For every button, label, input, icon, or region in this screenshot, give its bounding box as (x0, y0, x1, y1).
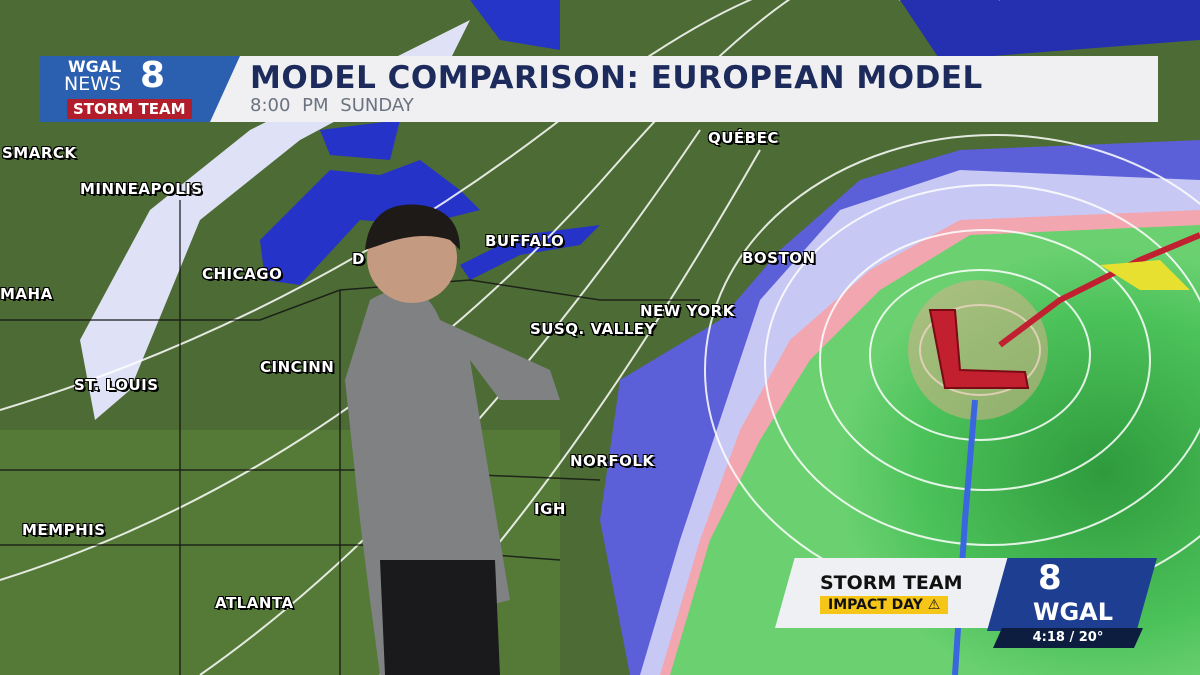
impact-day-label: IMPACT DAY (828, 597, 923, 613)
city-label: QUÉBEC (708, 129, 779, 147)
warm-front (998, 232, 1200, 348)
great-lakes (260, 160, 480, 285)
time-temperature: 4:18 / 20° (993, 628, 1143, 648)
storm-team-label: STORM TEAM (820, 572, 963, 594)
warning-icon: ⚠ (927, 597, 941, 613)
city-label: CHICAGO (202, 265, 283, 283)
city-label: SUSQ. VALLEY (530, 320, 656, 338)
city-label: IGH (534, 500, 566, 518)
city-label: MEMPHIS (22, 521, 106, 539)
bug-logo-panel (987, 558, 1157, 631)
city-label: NORFOLK (570, 452, 655, 470)
city-label: BOSTON (742, 249, 816, 267)
city-label: BUFFALO (485, 232, 565, 250)
low-pressure-icon (928, 309, 1030, 389)
city-label: ST. LOUIS (74, 376, 159, 394)
city-label: SMARCK (2, 144, 77, 162)
wgal-news8-logo: WGAL NEWS 8 STORM TEAM (40, 56, 240, 122)
station-name: WGAL (1033, 598, 1114, 626)
page-title: MODEL COMPARISON: EUROPEAN MODEL (250, 60, 983, 96)
channel-number: 8 (1038, 558, 1062, 598)
logo-news: NEWS (64, 73, 122, 95)
meteorologist (345, 204, 560, 675)
bug-panel (775, 558, 1020, 628)
logo-channel: 8 (140, 55, 166, 96)
city-label: MAHA (0, 285, 53, 303)
impact-day-badge: IMPACT DAY ⚠ (820, 596, 949, 614)
city-label: CINCINN (260, 358, 335, 376)
city-label: MINNEAPOLIS (80, 180, 203, 198)
city-label: ATLANTA (215, 594, 294, 612)
city-label: D (352, 250, 365, 268)
station-bug: STORM TEAM IMPACT DAY ⚠ 8 WGAL 4:18 / 20… (775, 558, 1160, 648)
city-label: NEW YORK (640, 302, 735, 320)
lower-third-header: WGAL NEWS 8 STORM TEAM MODEL COMPARISON:… (40, 56, 1158, 122)
forecast-time: 8:00 PM SUNDAY (250, 95, 414, 116)
logo-wgal: WGAL (68, 57, 122, 76)
storm-team-badge: STORM TEAM (67, 99, 192, 119)
time-label: 8:00 PM (250, 95, 329, 116)
day-label: SUNDAY (340, 95, 414, 116)
